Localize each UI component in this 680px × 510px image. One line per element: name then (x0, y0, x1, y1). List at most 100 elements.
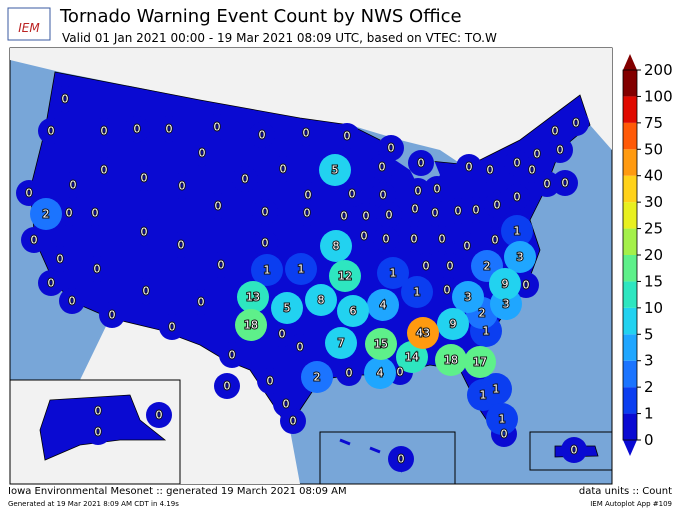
office-area (208, 252, 234, 278)
office-count: 0 (573, 117, 580, 130)
office-count: 0 (169, 321, 176, 334)
colorbar-bin (623, 96, 637, 123)
colorbar-bin (623, 413, 637, 440)
office-count: 17 (473, 356, 487, 369)
office-count: 1 (414, 286, 421, 299)
logo-box (7, 7, 51, 41)
office-count: 0 (466, 161, 473, 174)
colorbar-tick-label: 100 (644, 87, 673, 105)
office-area (293, 120, 319, 146)
office-count: 0 (397, 366, 404, 379)
office-area (285, 253, 317, 285)
office-area (320, 230, 352, 262)
office-count: 0 (418, 157, 425, 170)
office-count: 0 (501, 428, 508, 441)
office-area (219, 342, 245, 368)
office-count: 0 (383, 233, 390, 246)
office-area (364, 357, 396, 389)
office-area (401, 276, 433, 308)
office-area (156, 116, 182, 142)
office-count: 0 (304, 207, 311, 220)
office-count: 0 (229, 349, 236, 362)
office-count: 0 (262, 206, 269, 219)
office-count: 1 (390, 267, 397, 280)
office-area (388, 446, 414, 472)
office-area (16, 180, 42, 206)
office-count: 43 (416, 327, 430, 340)
office-count: 0 (70, 179, 77, 192)
office-count: 0 (523, 279, 530, 292)
office-count: 5 (332, 164, 339, 177)
office-area (59, 288, 85, 314)
office-count: 4 (380, 299, 387, 312)
office-count: 15 (374, 338, 388, 351)
office-count: 8 (318, 294, 325, 307)
colorbar-high (623, 54, 637, 70)
colorbar-bin (623, 255, 637, 282)
office-area (377, 257, 409, 289)
colorbar-bin (623, 202, 637, 229)
office-area (269, 321, 295, 347)
office-area (252, 230, 278, 256)
office-count: 8 (333, 240, 340, 253)
office-area (402, 196, 428, 222)
colorbar-bin (623, 228, 637, 255)
office-count: 0 (92, 207, 99, 220)
office-count: 1 (480, 389, 487, 402)
office-count: 0 (48, 125, 55, 138)
office-area (133, 278, 159, 304)
office-area (287, 334, 313, 360)
colorbar-bin (623, 281, 637, 308)
colorbar-tick-label: 40 (644, 167, 663, 185)
colorbar-bin (623, 175, 637, 203)
office-layer: 0 0 0 0 0 0 0 0 0 0 0 0 0 0 5 0 0 0 0 0 0 0 0 0 0 0 0 0 0 0 0 0 0 0 2 0 0 0 0 0… (16, 86, 589, 472)
office-area (486, 403, 518, 435)
office-area (84, 256, 110, 282)
footer-left-small: Generated at 19 Mar 2021 8:09 AM CDT in … (8, 500, 179, 508)
subtitle: Valid 01 Jan 2021 00:00 - 19 Mar 2021 08… (62, 31, 497, 45)
office-count: 0 (283, 398, 290, 411)
footer-right: data units :: Count (579, 486, 672, 497)
office-area (325, 327, 357, 359)
office-count: 0 (388, 142, 395, 155)
office-area (249, 122, 275, 148)
colorbar-bin (623, 122, 637, 150)
office-count: 0 (290, 415, 297, 428)
colorbar-bin (623, 149, 637, 176)
office-area (353, 203, 379, 229)
office-area (294, 200, 320, 226)
office-count: 0 (259, 129, 266, 142)
logo-text: IEM (18, 21, 40, 35)
office-area (131, 219, 157, 245)
office-count: 0 (134, 123, 141, 136)
office-count: 18 (444, 354, 458, 367)
office-count: 3 (517, 251, 524, 264)
colorbar-tick-label: 50 (644, 140, 663, 158)
office-area (376, 202, 402, 228)
office-count: 0 (94, 263, 101, 276)
office-count: 0 (166, 123, 173, 136)
office-count: 5 (284, 302, 291, 315)
office-area (331, 203, 357, 229)
office-area (463, 197, 489, 223)
office-count: 0 (444, 284, 451, 297)
office-count: 0 (26, 187, 33, 200)
footer-left: Iowa Environmental Mesonet :: generated … (8, 486, 347, 497)
office-count: 0 (487, 164, 494, 177)
office-count: 0 (141, 172, 148, 185)
office-count: 0 (297, 341, 304, 354)
office-area (251, 254, 283, 286)
office-count: 18 (244, 319, 258, 332)
office-count: 1 (493, 383, 500, 396)
office-area (204, 114, 230, 140)
office-area (480, 373, 512, 405)
office-count: 0 (494, 199, 501, 212)
office-area (205, 193, 231, 219)
office-area (301, 361, 333, 393)
office-count: 0 (199, 147, 206, 160)
office-area (60, 172, 86, 198)
colorbar-tick-label: 2 (644, 378, 654, 396)
office-count: 1 (483, 325, 490, 338)
office-count: 2 (314, 371, 321, 384)
